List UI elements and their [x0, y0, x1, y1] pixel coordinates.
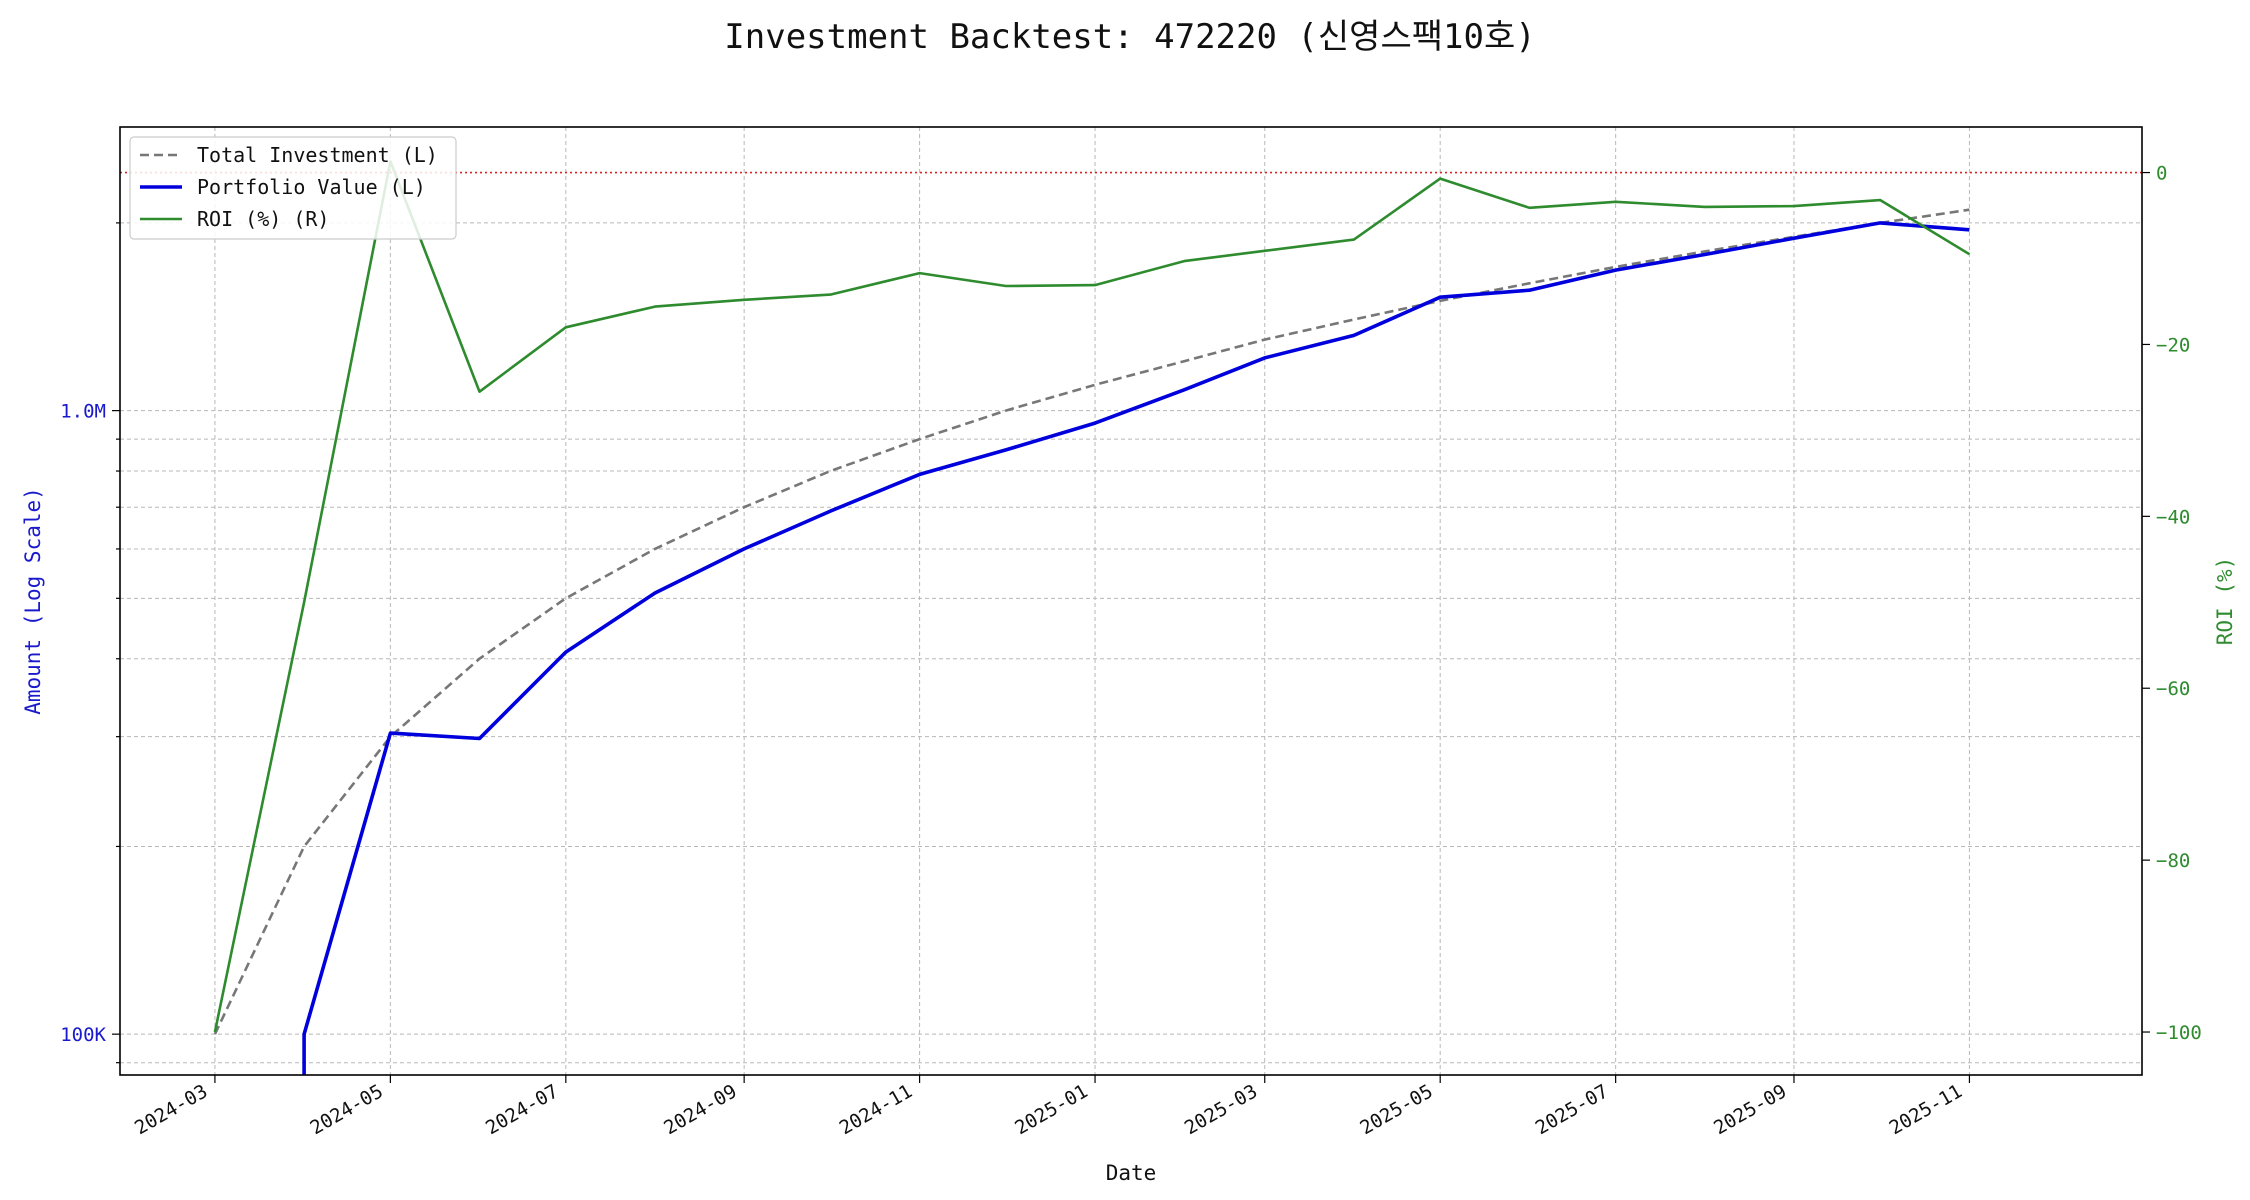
- x-tick-label: 2024-03: [131, 1080, 211, 1139]
- right-tick-label: −20: [2156, 334, 2190, 356]
- x-tick-label: 2024-05: [307, 1080, 387, 1139]
- x-axis-label: Date: [1106, 1161, 1157, 1185]
- roi-line: [213, 160, 1971, 1033]
- grid-lines: [120, 127, 2142, 1075]
- right-axis-label: ROI (%): [2213, 557, 2237, 646]
- legend-label: Portfolio Value (L): [197, 175, 426, 199]
- x-tick-label: 2025-11: [1886, 1080, 1966, 1139]
- x-tick-label: 2025-09: [1710, 1080, 1790, 1139]
- plot-frame: [119, 126, 2143, 1076]
- left-tick-label: 100K: [60, 1024, 106, 1046]
- left-axis-label: Amount (Log Scale): [21, 487, 45, 715]
- right-tick-label: 0: [2156, 163, 2167, 185]
- x-tick-label: 2025-05: [1356, 1080, 1436, 1139]
- portfolio-value-line: [302, 221, 1970, 1075]
- x-tick-label: 2024-11: [836, 1080, 916, 1139]
- x-tick-label: 2024-09: [660, 1080, 740, 1139]
- legend-label: ROI (%) (R): [197, 207, 329, 231]
- total-investment-line: [213, 208, 1970, 1035]
- right-tick-label: −60: [2156, 678, 2190, 700]
- legend: Total Investment (L) Portfolio Value (L) R…: [129, 136, 457, 240]
- x-tick-label: 2024-07: [482, 1080, 562, 1139]
- chart-title: Investment Backtest: 472220 (신영스팩10호): [724, 17, 1535, 57]
- x-tick-label: 2025-03: [1181, 1080, 1261, 1139]
- series-lines: [120, 160, 2142, 1075]
- right-tick-label: −100: [2156, 1022, 2202, 1044]
- right-tick-label: −40: [2156, 506, 2190, 528]
- legend-label: Total Investment (L): [197, 143, 438, 167]
- left-tick-label: 1.0M: [60, 401, 106, 423]
- legend-box: [129, 136, 457, 240]
- x-tick-label: 2025-01: [1011, 1080, 1091, 1139]
- x-tick-label: 2025-07: [1532, 1080, 1612, 1139]
- right-tick-label: −80: [2156, 850, 2190, 872]
- axes: 2024-03 2024-05 2024-07 2024-09 2024-11 2025-…: [60, 163, 2202, 1140]
